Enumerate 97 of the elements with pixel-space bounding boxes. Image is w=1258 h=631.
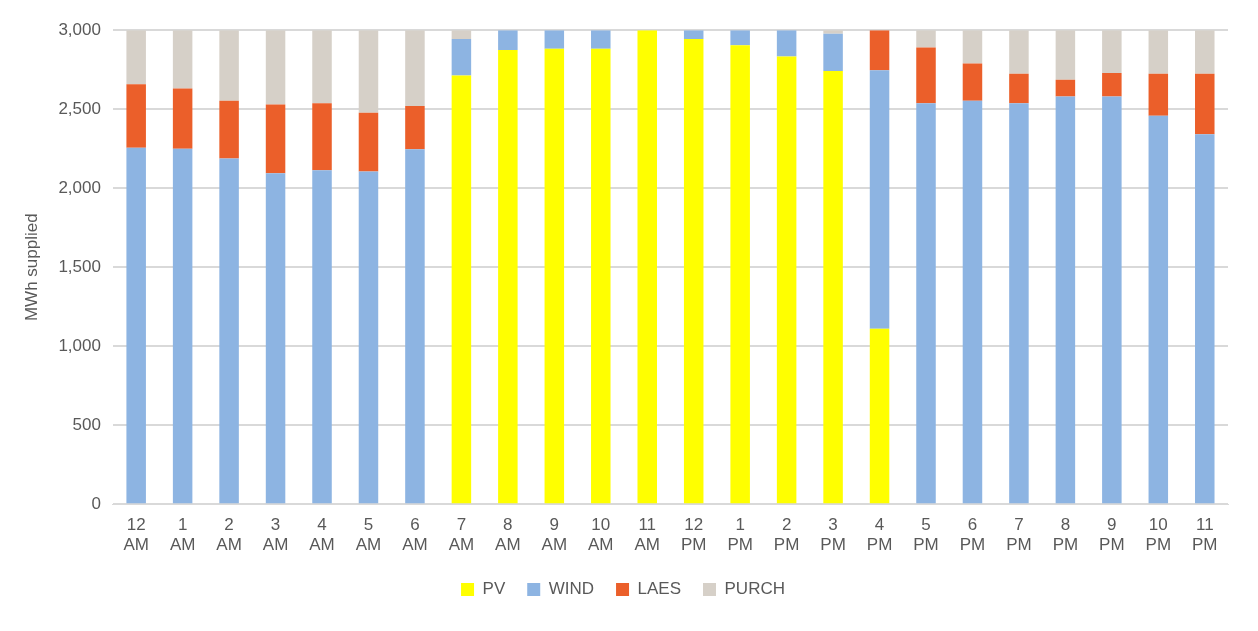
bar <box>498 30 518 51</box>
bar <box>1102 73 1122 97</box>
bar <box>126 84 146 148</box>
legend-label: LAES <box>637 579 682 599</box>
y-tick-label: 1,500 <box>58 256 101 276</box>
bar <box>498 50 518 504</box>
bar <box>544 30 565 49</box>
bar <box>1195 134 1215 504</box>
bar <box>1009 73 1029 104</box>
bar <box>312 103 332 171</box>
bar <box>405 105 425 150</box>
bar <box>730 45 750 504</box>
bar <box>916 30 936 48</box>
bar <box>1195 30 1215 74</box>
bar <box>172 88 193 149</box>
bar <box>916 47 936 104</box>
y-axis-title: MWh supplied <box>21 213 41 322</box>
bar <box>869 30 890 71</box>
bar <box>1148 30 1169 74</box>
bar <box>219 158 239 504</box>
x-tick-label: 5 PM <box>913 515 939 555</box>
x-tick-label: 6 PM <box>959 515 986 555</box>
bar <box>1055 79 1076 97</box>
bar <box>776 56 797 504</box>
x-tick-label: 2 AM <box>216 515 242 555</box>
bar <box>1195 73 1215 135</box>
x-tick-label: 2 PM <box>773 515 800 555</box>
bar <box>1009 30 1029 74</box>
x-tick-label: 11 AM <box>634 515 660 555</box>
bar <box>962 100 983 504</box>
bar <box>312 170 332 504</box>
bar <box>219 30 239 101</box>
x-tick-label: 7 AM <box>448 515 475 555</box>
bar <box>869 70 890 329</box>
x-tick-label: 10 PM <box>1145 515 1172 555</box>
x-tick-label: 4 PM <box>866 515 893 555</box>
x-tick-label: 4 AM <box>309 515 335 555</box>
bar <box>1102 30 1122 74</box>
bar <box>172 30 193 89</box>
bar <box>730 30 750 46</box>
bar <box>591 30 611 49</box>
bar <box>962 63 983 101</box>
x-tick-label: 5 AM <box>355 515 382 555</box>
bar <box>451 75 472 504</box>
bar <box>358 112 379 172</box>
x-tick-label: 10 AM <box>588 515 614 555</box>
bar <box>358 30 379 113</box>
bar <box>869 328 890 504</box>
x-tick-label: 3 AM <box>262 515 289 555</box>
x-tick-label: 6 AM <box>402 515 428 555</box>
bar <box>405 30 425 106</box>
bar <box>823 70 843 504</box>
bar <box>1009 103 1029 504</box>
bar <box>451 38 472 76</box>
bar <box>172 148 193 504</box>
y-tick-label: 0 <box>91 493 101 513</box>
x-tick-label: 7 PM <box>1006 515 1032 555</box>
bar <box>265 30 286 105</box>
x-tick-label: 12 PM <box>680 515 707 555</box>
bar <box>312 30 332 104</box>
legend-label: PURCH <box>724 579 785 599</box>
x-tick-label: 11 PM <box>1192 515 1218 555</box>
bar <box>544 48 565 504</box>
y-tick-label: 500 <box>72 414 101 434</box>
x-tick-label: 8 PM <box>1052 515 1079 555</box>
bar <box>126 147 146 504</box>
bar <box>126 30 146 85</box>
bar <box>1102 96 1122 504</box>
bar <box>405 149 425 504</box>
bar <box>916 103 936 504</box>
bar <box>219 100 239 159</box>
bar <box>1055 96 1076 504</box>
x-tick-label: 9 PM <box>1099 515 1125 555</box>
bar <box>1148 73 1169 116</box>
x-tick-label: 1 PM <box>727 515 753 555</box>
bar <box>591 48 611 504</box>
bar <box>1055 30 1076 80</box>
x-tick-label: 12 AM <box>123 515 149 555</box>
x-tick-label: 9 AM <box>541 515 568 555</box>
bar <box>962 30 983 64</box>
legend-label: WIND <box>548 579 595 599</box>
y-tick-label: 2,500 <box>58 98 101 118</box>
bar <box>683 38 704 504</box>
bar <box>265 104 286 174</box>
legend-label: PV <box>482 579 506 599</box>
x-tick-label: 3 PM <box>820 515 846 555</box>
x-tick-label: 1 AM <box>169 515 196 555</box>
x-tick-label: 8 AM <box>495 515 521 555</box>
y-tick-label: 1,000 <box>58 335 101 355</box>
bar <box>265 173 286 504</box>
bar <box>823 33 843 71</box>
bar <box>358 171 379 504</box>
bar <box>1148 115 1169 504</box>
y-tick-label: 2,000 <box>58 177 101 197</box>
bar <box>637 30 657 504</box>
bar <box>776 30 797 57</box>
y-tick-label: 3,000 <box>58 19 101 39</box>
